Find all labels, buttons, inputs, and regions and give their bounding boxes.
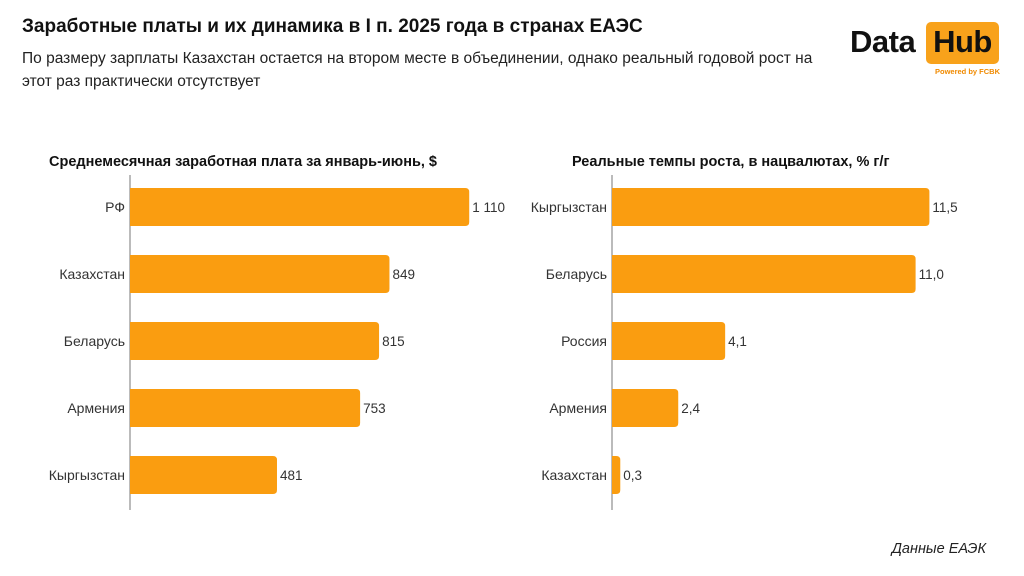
chart-title-growth: Реальные темпы роста, в нацвалютах, % г/… [572, 154, 890, 170]
growth-category-label-1: Кыргызстан [531, 199, 607, 215]
source-note: Данные ЕАЭК [891, 541, 986, 557]
salary-bar-5 [130, 456, 277, 494]
growth-bar-3 [612, 322, 726, 360]
logo-powered-text: Powered by FCBK [934, 67, 1000, 76]
chart-title-salary: Среднемесячная заработная плата за январ… [49, 154, 437, 170]
salary-bar-2 [130, 255, 390, 293]
growth-value-label-4: 2,4 [681, 401, 700, 416]
growth-value-label-2: 11,0 [919, 267, 944, 282]
growth-category-label-5: Казахстан [541, 467, 607, 483]
growth-bar-2 [612, 255, 916, 293]
salary-value-label-4: 753 [363, 401, 386, 416]
salary-bar-4 [130, 389, 361, 427]
growth-bar-chart: Кыргызстан 11,5 Беларусь 11,0 Россия 4,1 Армен… [531, 175, 958, 510]
page-subtitle: По размеру зарплаты Казахстан остается н… [22, 50, 813, 90]
growth-bar-1 [612, 188, 930, 226]
salary-bar-chart: РФ 1 110 Казахстан 849 Беларусь 815 Армения 753… [49, 175, 505, 510]
salary-bar-1 [130, 188, 470, 226]
growth-value-label-3: 4,1 [728, 334, 747, 349]
logo-hub-text: Hub [933, 24, 992, 59]
salary-value-label-2: 849 [392, 267, 415, 282]
salary-category-label-1: РФ [105, 199, 125, 215]
salary-category-label-4: Армения [67, 400, 125, 416]
salary-category-label-2: Казахстан [59, 266, 125, 282]
page-title: Заработные платы и их динамика в I п. 20… [22, 16, 643, 37]
growth-bar-5 [612, 456, 621, 494]
salary-value-label-1: 1 110 [472, 200, 505, 215]
salary-value-label-5: 481 [280, 468, 303, 483]
logo-hub-box: Hub [926, 22, 999, 64]
salary-value-label-3: 815 [382, 334, 405, 349]
growth-category-label-4: Армения [549, 400, 607, 416]
growth-bar-4 [612, 389, 679, 427]
salary-category-label-5: Кыргызстан [49, 467, 125, 483]
growth-category-label-2: Беларусь [546, 266, 607, 282]
growth-category-label-3: Россия [561, 333, 607, 349]
growth-value-label-1: 11,5 [932, 200, 957, 215]
growth-value-label-5: 0,3 [623, 468, 642, 483]
datahub-logo: Data Hub Powered by FCBK [846, 20, 1002, 82]
salary-category-label-3: Беларусь [64, 333, 125, 349]
logo-data-text: Data [850, 24, 916, 59]
salary-bar-3 [130, 322, 380, 360]
